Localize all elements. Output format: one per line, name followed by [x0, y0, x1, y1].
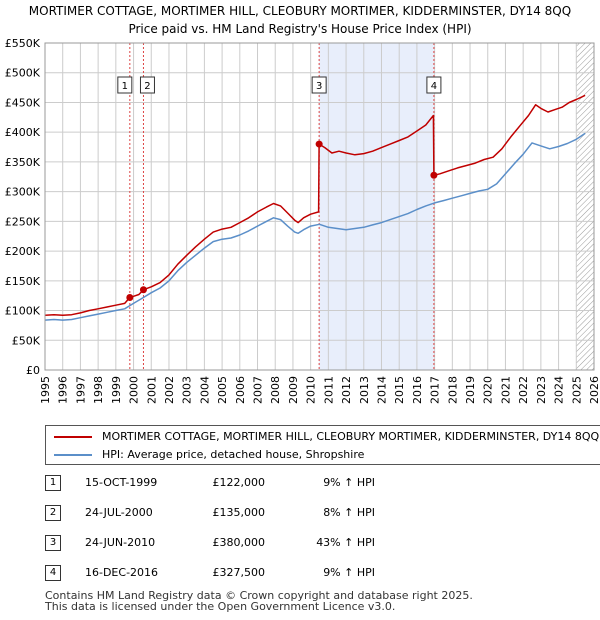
sale-row: 3 24-JUN-2010 £380,000 43% ↑ HPI [45, 530, 565, 560]
chart-subtitle: Price paid vs. HM Land Registry's House … [128, 22, 472, 36]
x-tick-label: 2015 [393, 376, 406, 404]
sale-marker-box: 1 [117, 76, 133, 94]
x-tick-label: 2019 [464, 376, 477, 404]
sale-row: 4 16-DEC-2016 £327,500 9% ↑ HPI [45, 560, 565, 590]
sale-marker-box-frame [426, 76, 442, 94]
y-tick-label: £0 [26, 364, 40, 377]
x-tick-label: 2004 [198, 376, 211, 404]
x-tick-label: 2006 [234, 376, 247, 404]
sale-marker-box: 3 [311, 76, 327, 94]
y-tick-label: £100K [5, 305, 41, 318]
copyright-notice: Contains HM Land Registry data © Crown c… [45, 589, 473, 602]
legend-label-property: MORTIMER COTTAGE, MORTIMER HILL, CLEOBUR… [102, 430, 600, 443]
x-tick-label: 2013 [358, 376, 371, 404]
x-tick-label: 2007 [252, 376, 265, 404]
x-tick-label: 1996 [57, 376, 70, 404]
sale-hpi-diff: 43% ↑ HPI [316, 536, 375, 549]
sale-number: 2 [45, 505, 61, 521]
shaded-period [319, 43, 434, 370]
sale-marker-box: 2 [139, 76, 155, 94]
x-tick-label: 2011 [322, 376, 335, 404]
x-tick-label: 2021 [499, 376, 512, 404]
sale-date: 15-OCT-1999 [85, 476, 158, 489]
x-tick-label: 1999 [110, 376, 123, 404]
y-tick-label: £400K [5, 126, 41, 139]
sale-marker-box-frame [311, 76, 327, 94]
sale-number: 1 [45, 475, 61, 491]
y-tick-label: £450K [5, 96, 41, 109]
y-tick-label: £500K [5, 67, 41, 80]
plot-frame [44, 42, 595, 371]
x-tick-label: 1997 [74, 376, 87, 404]
sale-date: 24-JUL-2000 [85, 506, 153, 519]
licence-notice: This data is licensed under the Open Gov… [45, 600, 396, 613]
legend-label-hpi: HPI: Average price, detached house, Shro… [102, 448, 365, 461]
x-tick-label: 2016 [411, 376, 424, 404]
sale-marker-box: 4 [426, 76, 442, 94]
x-tick-label: 2010 [305, 376, 318, 404]
x-tick-label: 2009 [287, 376, 300, 404]
property-price-line [45, 94, 586, 317]
legend-swatch-hpi [54, 454, 92, 456]
sale-price: £380,000 [212, 536, 266, 549]
y-tick-label: £150K [5, 275, 41, 288]
sale-date: 24-JUN-2010 [85, 536, 156, 549]
sale-marker-label: 4 [431, 81, 437, 92]
chart-legend: MORTIMER COTTAGE, MORTIMER HILL, CLEOBUR… [45, 425, 600, 465]
x-tick-label: 2017 [429, 376, 442, 404]
y-tick-label: £300K [5, 186, 41, 199]
sale-point [126, 293, 134, 301]
x-tick-label: 1995 [39, 376, 52, 404]
sale-row: 2 24-JUL-2000 £135,000 8% ↑ HPI [45, 500, 565, 530]
hpi-line [45, 132, 586, 321]
y-tick-label: £50K [12, 334, 41, 347]
sale-point [139, 286, 147, 294]
sale-marker-label: 2 [144, 81, 150, 92]
sale-hpi-diff: 9% ↑ HPI [323, 566, 375, 579]
price-chart: 1 2 3 4 £0 £50K £100K £150K £200K £250K £300K £350… [5, 37, 600, 404]
sale-marker-box-frame [117, 76, 133, 94]
sale-point [430, 171, 438, 179]
y-tick-label: £550K [5, 37, 41, 50]
sale-price: £122,000 [212, 476, 266, 489]
y-tick-label: £250K [5, 215, 41, 228]
sale-date: 16-DEC-2016 [85, 566, 159, 579]
x-tick-label: 2020 [482, 376, 495, 404]
x-tick-label: 2026 [588, 376, 600, 404]
x-tick-label: 2003 [181, 376, 194, 404]
x-tick-label: 2022 [517, 376, 530, 404]
x-tick-label: 2023 [535, 376, 548, 404]
x-tick-label: 2025 [570, 376, 583, 404]
x-tick-label: 1998 [92, 376, 105, 404]
sale-hpi-diff: 8% ↑ HPI [323, 506, 375, 519]
sale-price: £135,000 [212, 506, 266, 519]
sale-number: 3 [45, 535, 61, 551]
sale-number: 4 [45, 565, 61, 581]
x-tick-label: 2000 [128, 376, 141, 404]
y-tick-label: £350K [5, 156, 41, 169]
legend-swatch-property [54, 436, 92, 438]
sale-row: 1 15-OCT-1999 £122,000 9% ↑ HPI [45, 470, 565, 500]
sale-marker-box-frame [139, 76, 155, 94]
sale-marker-label: 3 [316, 81, 322, 92]
x-tick-label: 2014 [375, 376, 388, 404]
x-tick-label: 2012 [340, 376, 353, 404]
sale-price: £327,500 [212, 566, 266, 579]
sale-marker-label: 1 [122, 81, 128, 92]
forecast-hatch [576, 43, 594, 370]
sale-hpi-diff: 9% ↑ HPI [323, 476, 375, 489]
chart-title: MORTIMER COTTAGE, MORTIMER HILL, CLEOBUR… [28, 4, 572, 18]
y-tick-label: £200K [5, 245, 41, 258]
x-tick-label: 2002 [163, 376, 176, 404]
x-tick-label: 2024 [553, 376, 566, 404]
x-tick-label: 2008 [269, 376, 282, 404]
sale-point [315, 140, 323, 148]
x-tick-label: 2001 [145, 376, 158, 404]
x-tick-label: 2018 [446, 376, 459, 404]
x-tick-label: 2005 [216, 376, 229, 404]
